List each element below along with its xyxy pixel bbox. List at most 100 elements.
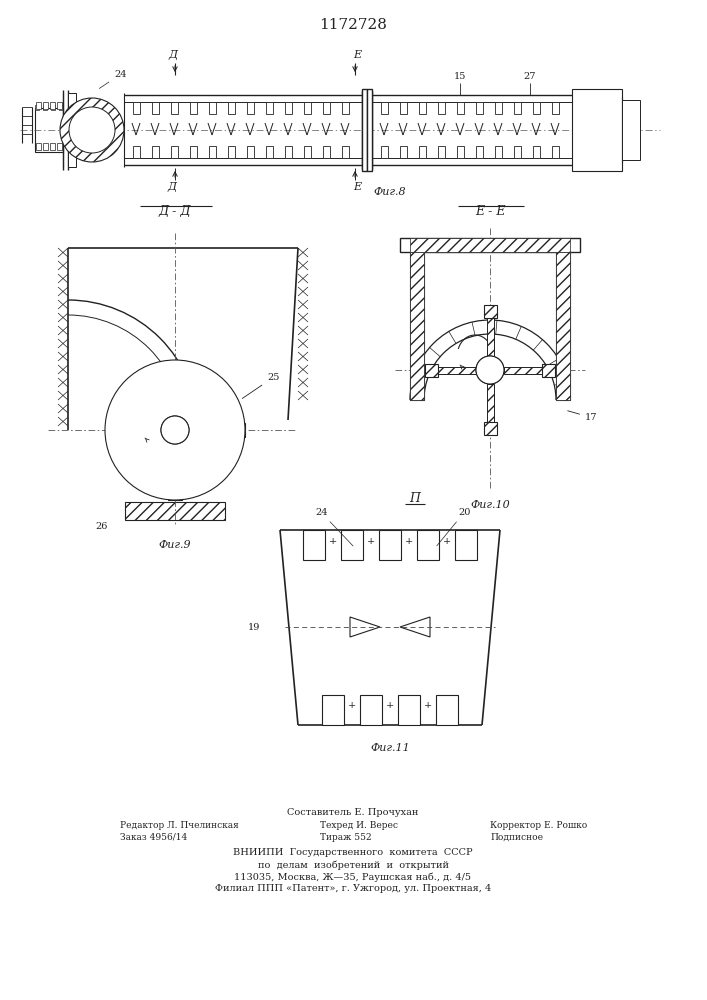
- Circle shape: [161, 416, 189, 444]
- Bar: [556, 252, 570, 400]
- Bar: [487, 384, 494, 422]
- Bar: [552, 102, 559, 114]
- Bar: [400, 238, 580, 252]
- Bar: [400, 102, 407, 114]
- Bar: [419, 102, 426, 114]
- Text: Е: Е: [353, 182, 361, 192]
- Bar: [209, 102, 216, 114]
- Bar: [410, 252, 424, 400]
- Text: 1172728: 1172728: [319, 18, 387, 32]
- Text: 19: 19: [247, 622, 260, 632]
- Bar: [171, 102, 178, 114]
- Bar: [360, 695, 382, 725]
- Bar: [362, 89, 367, 171]
- Text: 24: 24: [315, 508, 353, 546]
- Circle shape: [60, 98, 124, 162]
- Text: +: +: [386, 702, 394, 710]
- Text: 20: 20: [437, 508, 470, 546]
- Text: Филиал ППП «Патент», г. Ужгород, ул. Проектная, 4: Филиал ППП «Патент», г. Ужгород, ул. Про…: [215, 884, 491, 893]
- Bar: [476, 146, 483, 158]
- Bar: [127, 426, 169, 434]
- Bar: [231, 423, 245, 437]
- Bar: [189, 426, 231, 434]
- Text: Техред И. Верес: Техред И. Верес: [320, 821, 398, 830]
- Text: 17: 17: [568, 411, 597, 422]
- Bar: [190, 102, 197, 114]
- Bar: [381, 146, 388, 158]
- Bar: [323, 102, 330, 114]
- Bar: [51, 105, 55, 110]
- Bar: [533, 146, 540, 158]
- Text: 24: 24: [99, 70, 127, 88]
- Bar: [552, 146, 559, 158]
- Bar: [171, 444, 179, 486]
- Bar: [303, 530, 325, 560]
- Circle shape: [476, 356, 504, 384]
- Text: по  делам  изобретений  и  открытий: по делам изобретений и открытий: [257, 860, 448, 869]
- Bar: [113, 423, 127, 437]
- Circle shape: [69, 107, 115, 153]
- Ellipse shape: [583, 108, 611, 152]
- Bar: [228, 146, 235, 158]
- Bar: [495, 102, 502, 114]
- Text: 27: 27: [524, 72, 536, 81]
- Bar: [514, 102, 521, 114]
- Bar: [484, 422, 497, 435]
- Bar: [57, 143, 62, 150]
- Text: +: +: [424, 702, 432, 710]
- Text: Составитель Е. Прочухан: Составитель Е. Прочухан: [287, 808, 419, 817]
- Text: Д - Д: Д - Д: [159, 205, 192, 218]
- Bar: [425, 364, 438, 377]
- Bar: [379, 530, 401, 560]
- Bar: [57, 102, 62, 109]
- Bar: [410, 252, 424, 400]
- Text: П: П: [409, 492, 421, 505]
- Bar: [514, 146, 521, 158]
- Bar: [398, 695, 420, 725]
- Bar: [504, 367, 542, 374]
- Bar: [35, 105, 39, 110]
- Text: 26: 26: [95, 522, 107, 531]
- Bar: [438, 367, 476, 374]
- Text: Редактор Л. Пчелинская: Редактор Л. Пчелинская: [120, 821, 239, 830]
- Bar: [542, 364, 555, 377]
- Bar: [285, 146, 292, 158]
- Text: Е: Е: [353, 50, 361, 60]
- Text: Фиг.10: Фиг.10: [470, 500, 510, 510]
- Bar: [410, 238, 570, 252]
- Bar: [266, 146, 273, 158]
- Bar: [50, 102, 55, 109]
- Text: 25: 25: [243, 373, 279, 398]
- Bar: [304, 146, 311, 158]
- Bar: [484, 305, 497, 318]
- Bar: [622, 100, 640, 160]
- Text: +: +: [348, 702, 356, 710]
- Circle shape: [105, 360, 245, 500]
- Bar: [228, 102, 235, 114]
- Bar: [35, 108, 63, 152]
- Text: +: +: [329, 536, 337, 546]
- Text: ВНИИПИ  Государственного  комитета  СССР: ВНИИПИ Государственного комитета СССР: [233, 848, 473, 857]
- Bar: [285, 102, 292, 114]
- Bar: [438, 102, 445, 114]
- Text: Подписное: Подписное: [490, 833, 543, 842]
- Bar: [266, 102, 273, 114]
- Bar: [495, 146, 502, 158]
- Text: +: +: [443, 536, 451, 546]
- Text: Корректор Е. Рошко: Корректор Е. Рошко: [490, 821, 588, 830]
- Bar: [50, 143, 55, 150]
- Bar: [457, 146, 464, 158]
- Bar: [533, 102, 540, 114]
- Circle shape: [476, 356, 504, 384]
- Bar: [417, 530, 439, 560]
- Bar: [322, 695, 344, 725]
- Bar: [342, 146, 349, 158]
- Bar: [400, 146, 407, 158]
- Text: Заказ 4956/14: Заказ 4956/14: [120, 833, 187, 842]
- Text: +: +: [405, 536, 413, 546]
- Bar: [68, 93, 76, 167]
- Bar: [133, 102, 140, 114]
- Bar: [436, 695, 458, 725]
- Bar: [572, 89, 622, 171]
- Bar: [209, 146, 216, 158]
